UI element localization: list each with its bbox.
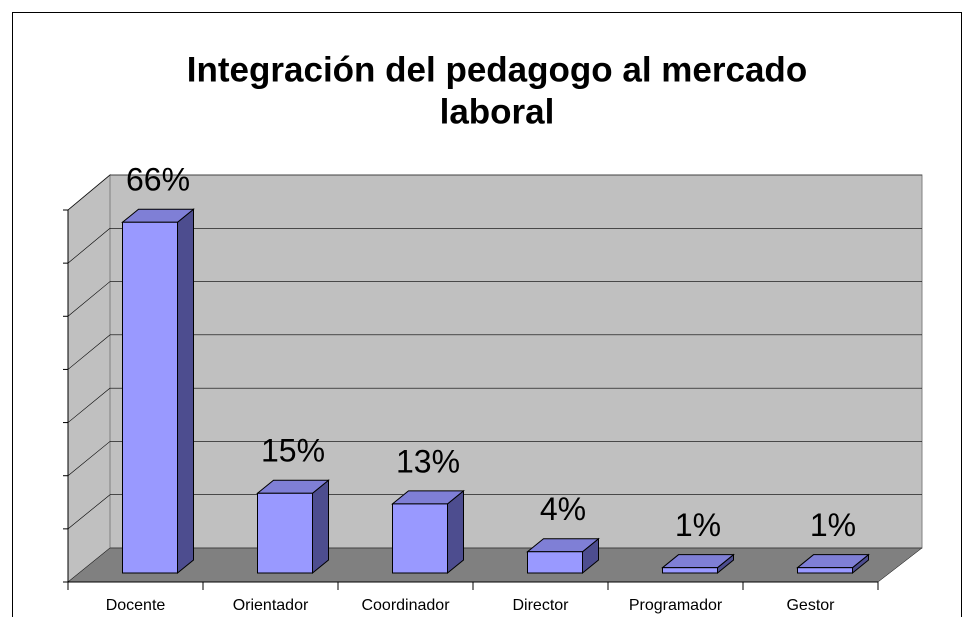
bar-side [447,489,464,575]
grid-line [67,494,111,530]
bar [662,567,718,574]
value-label: 15% [261,433,325,469]
x-tick-label: Gestor [786,597,835,614]
grid-line [67,334,111,370]
x-tick-label: Coordinador [361,597,450,614]
x-tick-label: Orientador [233,597,309,614]
value-label: 1% [675,507,721,543]
value-label: 1% [810,507,856,543]
bar-side [312,479,329,575]
side-wall [67,173,111,584]
back-wall [109,174,923,549]
x-tick-label: Programador [629,597,723,614]
grid-line [67,387,111,423]
bar [392,503,448,574]
grid-line [67,228,111,264]
value-label: 4% [540,491,586,527]
chart-title: laboral [440,92,555,131]
value-label: 66% [126,162,190,198]
bar [527,551,583,574]
floor [67,547,923,583]
bar [122,221,178,574]
bar [257,492,313,574]
grid-line [67,441,111,476]
grid-line [67,281,111,317]
x-tick-label: Director [512,597,569,614]
bar [797,567,853,574]
value-label: 13% [396,443,460,479]
grid-line [67,174,111,211]
x-tick-label: Docente [106,597,166,614]
chart-title: Integración del pedagogo al mercado [187,50,807,89]
bar-side [177,208,194,575]
